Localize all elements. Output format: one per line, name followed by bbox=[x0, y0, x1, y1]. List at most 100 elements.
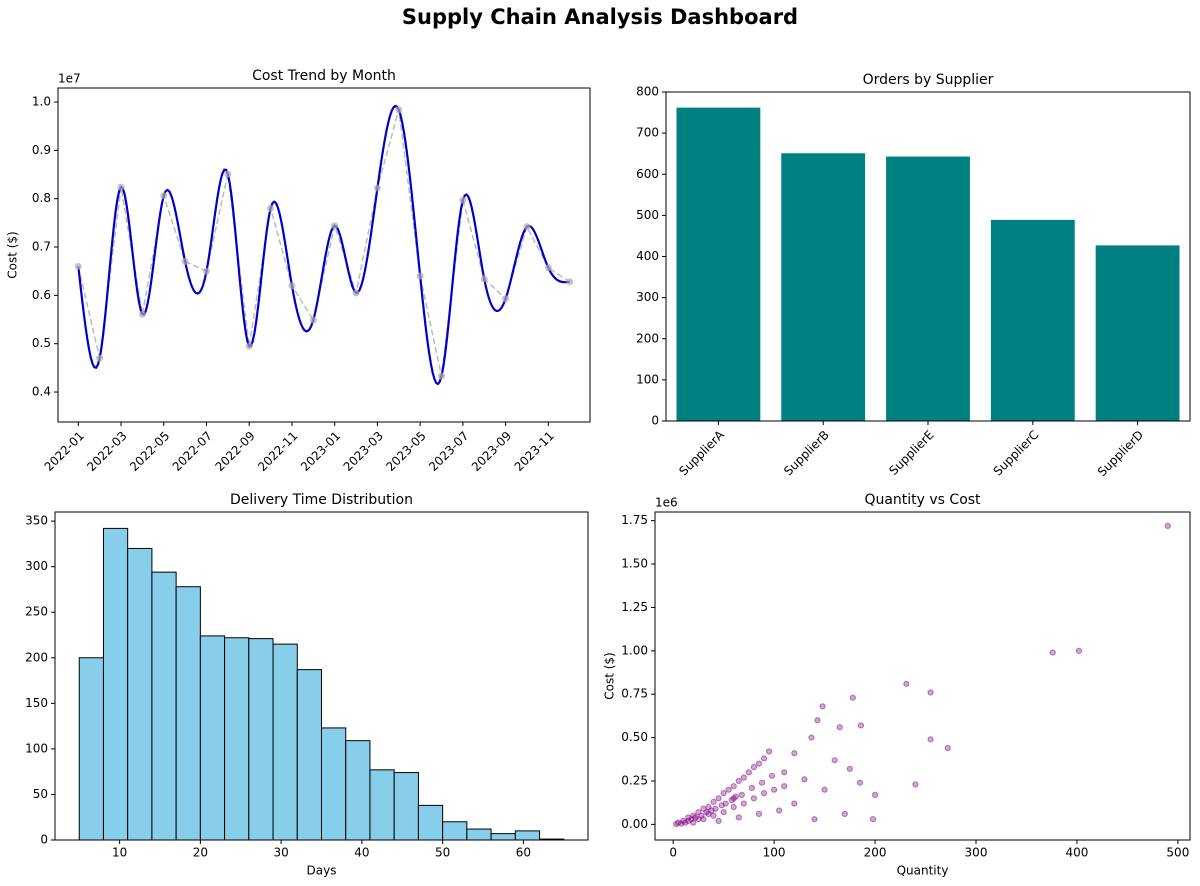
point bbox=[224, 170, 232, 178]
histogram-bar bbox=[102, 527, 129, 841]
point bbox=[715, 817, 722, 825]
point bbox=[791, 800, 798, 807]
chart-title: Quantity vs Cost bbox=[864, 492, 981, 508]
x-tick-label: 100 bbox=[763, 846, 786, 860]
histogram-bar bbox=[224, 637, 250, 841]
point bbox=[776, 807, 783, 814]
x-tick-label: 20 bbox=[193, 846, 208, 860]
point bbox=[710, 812, 717, 819]
point bbox=[245, 342, 253, 350]
chart-title: Cost Trend by Month bbox=[252, 68, 396, 84]
histogram-bar bbox=[417, 804, 444, 841]
point bbox=[821, 786, 828, 793]
point bbox=[791, 750, 798, 757]
point bbox=[755, 760, 763, 767]
point bbox=[267, 204, 275, 212]
point bbox=[760, 790, 768, 797]
x-tick-label: SupplierB bbox=[781, 428, 832, 479]
point bbox=[1075, 647, 1083, 654]
x-tick-label: SupplierA bbox=[676, 427, 727, 478]
point bbox=[715, 795, 722, 802]
y-tick-label: 0.50 bbox=[621, 730, 648, 744]
y-tick-label: 0 bbox=[651, 414, 659, 428]
y-tick-label: 1.50 bbox=[621, 557, 648, 571]
point bbox=[138, 310, 146, 318]
y-tick-label: 400 bbox=[636, 249, 659, 263]
point bbox=[712, 805, 719, 812]
y-tick-label: 300 bbox=[636, 290, 659, 304]
x-tick-label: 2023-11 bbox=[512, 429, 557, 474]
x-tick-label: 2023-01 bbox=[298, 429, 343, 474]
point bbox=[750, 795, 758, 802]
x-tick-label: 300 bbox=[965, 846, 988, 860]
y-tick-label: 0.5 bbox=[32, 336, 51, 350]
point bbox=[846, 765, 853, 772]
histogram-bar bbox=[490, 833, 516, 841]
point bbox=[748, 784, 756, 792]
point bbox=[849, 694, 856, 701]
histogram-bar bbox=[321, 727, 347, 841]
x-tick-label: 500 bbox=[1166, 846, 1189, 860]
point bbox=[373, 184, 381, 192]
point bbox=[117, 183, 125, 191]
histogram-bar bbox=[514, 830, 541, 841]
y-tick-label: 1.25 bbox=[621, 600, 648, 614]
point bbox=[352, 289, 360, 297]
y-axis-label: Cost ($) bbox=[6, 231, 20, 279]
point bbox=[181, 258, 189, 266]
y-tick-label: 0.25 bbox=[621, 773, 648, 787]
x-tick-label: 30 bbox=[273, 846, 288, 860]
y-tick-label: 0.4 bbox=[32, 385, 51, 399]
point bbox=[857, 722, 865, 729]
histogram-bar bbox=[272, 643, 298, 841]
point bbox=[836, 724, 843, 731]
point bbox=[728, 796, 735, 804]
plot-frame bbox=[57, 87, 591, 423]
x-tick-label: 40 bbox=[354, 846, 369, 860]
histogram-bar bbox=[78, 657, 104, 841]
bar bbox=[676, 107, 761, 421]
y-tick-label: 200 bbox=[25, 650, 48, 664]
point bbox=[735, 777, 742, 785]
histogram-bar bbox=[442, 821, 468, 841]
x-tick-label: 10 bbox=[112, 846, 127, 860]
point bbox=[438, 372, 446, 380]
point bbox=[781, 769, 788, 776]
x-tick-label: 60 bbox=[516, 846, 531, 860]
point bbox=[771, 786, 778, 793]
point bbox=[819, 703, 826, 710]
x-tick-label: 2023-09 bbox=[469, 429, 514, 474]
point bbox=[745, 769, 752, 776]
point bbox=[927, 689, 934, 696]
y-tick-label: 100 bbox=[25, 741, 48, 755]
point bbox=[903, 680, 910, 687]
histogram-bar bbox=[466, 828, 492, 841]
point bbox=[730, 783, 737, 790]
point bbox=[480, 275, 488, 283]
point bbox=[692, 814, 699, 821]
point bbox=[720, 790, 727, 797]
y-tick-label: 350 bbox=[25, 514, 48, 528]
x-tick-label: SupplierE bbox=[886, 428, 936, 478]
y-tick-label: 300 bbox=[25, 559, 48, 573]
histogram-bar bbox=[127, 547, 153, 841]
y-tick-label: 200 bbox=[636, 331, 659, 345]
y-tick-label: 0 bbox=[40, 833, 48, 847]
histogram-bar bbox=[296, 669, 323, 841]
point bbox=[831, 757, 838, 764]
point bbox=[698, 812, 705, 819]
point bbox=[841, 810, 848, 818]
x-tick-label: 2022-09 bbox=[212, 429, 257, 474]
point bbox=[808, 734, 815, 741]
plot-frame bbox=[654, 511, 1191, 841]
point bbox=[288, 282, 296, 290]
point bbox=[781, 783, 788, 790]
point bbox=[927, 736, 934, 743]
smooth-line bbox=[77, 104, 570, 386]
histogram-bar bbox=[248, 638, 274, 841]
point bbox=[309, 316, 317, 324]
y-tick-label: 700 bbox=[636, 126, 659, 140]
point bbox=[74, 262, 82, 270]
x-tick-label: 400 bbox=[1065, 846, 1088, 860]
y-tick-label: 600 bbox=[636, 167, 659, 181]
